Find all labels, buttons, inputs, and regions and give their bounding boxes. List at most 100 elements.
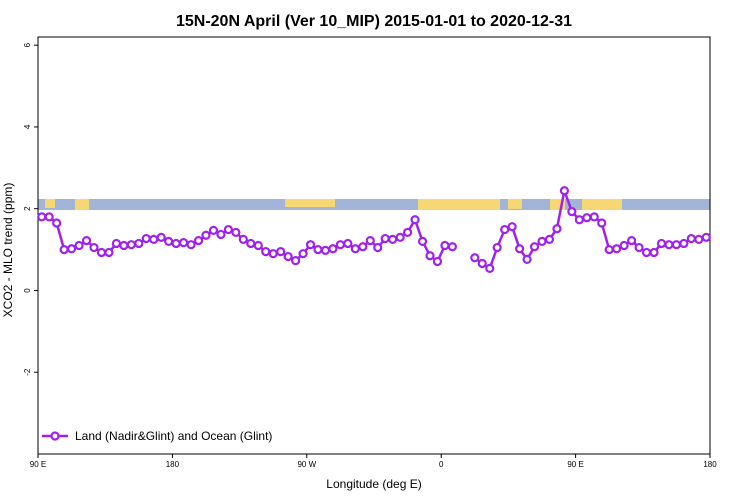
data-point: [671, 240, 682, 250]
y-tick-label: 2: [23, 206, 32, 211]
data-point: [440, 240, 450, 251]
data-point: [283, 251, 293, 262]
data-point: [574, 215, 584, 225]
data-point: [612, 244, 622, 254]
data-point: [403, 227, 413, 238]
data-point: [679, 238, 689, 249]
y-tick-label: 4: [23, 124, 32, 129]
data-point: [305, 240, 316, 250]
data-point: [179, 238, 189, 248]
land-patch: [550, 199, 565, 210]
land-patch: [45, 199, 55, 208]
data-point: [358, 242, 368, 252]
data-point: [380, 233, 390, 244]
data-point: [193, 235, 204, 246]
data-point: [328, 244, 338, 254]
data-point: [559, 186, 570, 196]
x-axis-label: Longitude (deg E): [326, 477, 421, 491]
y-tick-label: 0: [23, 288, 32, 293]
data-point: [701, 232, 711, 242]
data-point: [261, 247, 271, 257]
x-tick-label: 0: [439, 460, 444, 469]
data-point: [432, 256, 443, 267]
data-point: [111, 238, 122, 249]
data-point: [582, 213, 592, 223]
legend-label: Land (Nadir&Glint) and Ocean (Glint): [75, 429, 272, 443]
data-point: [589, 212, 599, 222]
data-point: [649, 247, 659, 258]
data-point: [238, 234, 248, 244]
data-point: [52, 218, 62, 228]
data-point: [694, 234, 704, 244]
data-point: [216, 229, 226, 240]
data-point: [201, 230, 211, 240]
data-point: [477, 258, 487, 269]
data-point: [544, 234, 555, 244]
y-tick-label: -2: [23, 368, 32, 376]
data-point: [156, 232, 166, 242]
data-point: [350, 244, 360, 254]
data-point: [104, 247, 114, 258]
ocean-band: [38, 199, 710, 210]
y-tick-label: 6: [23, 42, 32, 47]
data-point: [447, 242, 457, 252]
data-point: [619, 240, 629, 251]
data-point: [320, 245, 331, 256]
land-patch: [582, 199, 622, 210]
data-point: [365, 235, 375, 246]
data-point: [514, 244, 525, 254]
data-point: [597, 218, 607, 228]
data-point: [298, 249, 308, 259]
chart-title: 15N-20N April (Ver 10_MIP) 2015-01-01 to…: [176, 13, 572, 30]
data-point: [186, 240, 196, 250]
data-point: [44, 212, 54, 222]
land-patch: [285, 199, 335, 207]
data-point: [500, 224, 510, 235]
data-point: [126, 240, 136, 250]
data-point: [522, 254, 532, 264]
data-point: [134, 238, 144, 249]
data-point: [96, 247, 107, 258]
y-axis-label: XCO2 - MLO trend (ppm): [1, 183, 15, 318]
data-point: [74, 240, 84, 251]
data-point: [485, 263, 495, 273]
data-point: [291, 256, 301, 266]
data-point: [567, 206, 577, 217]
data-point: [223, 224, 233, 235]
data-point: [664, 240, 674, 250]
data-point: [656, 238, 667, 249]
x-tick-label: 90 W: [297, 460, 316, 469]
data-point: [335, 240, 345, 250]
data-point: [343, 238, 353, 249]
data-point: [634, 242, 644, 253]
data-point: [425, 251, 435, 261]
data-point: [373, 242, 383, 253]
data-point: [268, 249, 278, 259]
data-point: [417, 236, 428, 247]
data-point: [626, 235, 637, 246]
x-tick-label: 90 E: [30, 460, 46, 469]
data-point: [410, 215, 420, 225]
data-point: [470, 253, 480, 263]
x-tick-label: 90 E: [567, 460, 583, 469]
data-point: [171, 238, 181, 249]
data-point: [686, 233, 696, 244]
data-point: [119, 240, 129, 251]
data-point: [529, 242, 540, 252]
data-point: [164, 236, 174, 247]
data-point: [66, 244, 77, 254]
x-tick-label: 180: [166, 460, 180, 469]
data-point: [313, 244, 323, 255]
data-point: [537, 236, 547, 247]
land-ocean-band: [38, 199, 710, 210]
data-point: [276, 247, 286, 257]
data-point: [81, 235, 92, 246]
data-point: [246, 238, 256, 249]
data-point: [37, 212, 47, 222]
land-patch: [75, 199, 89, 210]
data-point: [59, 244, 69, 255]
data-point: [641, 247, 652, 258]
data-point: [552, 224, 562, 234]
data-point: [395, 232, 405, 242]
